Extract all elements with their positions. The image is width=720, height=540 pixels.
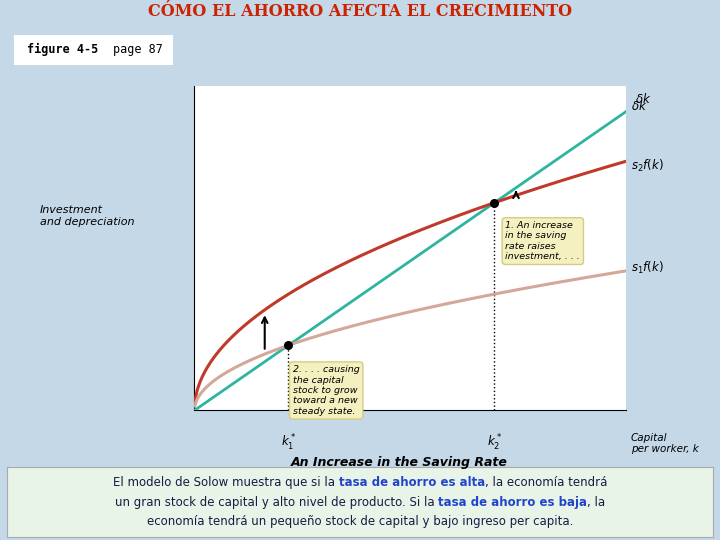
Text: Capital
per worker, k: Capital per worker, k xyxy=(631,433,698,455)
Text: , la economía tendrá: , la economía tendrá xyxy=(485,476,607,489)
Text: tasa de ahorro es alta: tasa de ahorro es alta xyxy=(338,476,485,489)
Text: $\delta k$: $\delta k$ xyxy=(635,92,652,106)
Text: $s_1f(k)$: $s_1f(k)$ xyxy=(631,260,664,276)
Text: $k_2^*$: $k_2^*$ xyxy=(487,433,502,453)
Text: An Increase in the Saving Rate: An Increase in the Saving Rate xyxy=(291,456,508,469)
Text: , la: , la xyxy=(587,496,606,509)
Text: $\delta k$: $\delta k$ xyxy=(631,99,647,113)
Text: page 87: page 87 xyxy=(112,43,163,57)
Text: Investment
and depreciation: Investment and depreciation xyxy=(40,205,134,227)
Text: $k_1^*$: $k_1^*$ xyxy=(281,433,296,453)
Text: tasa de ahorro es baja: tasa de ahorro es baja xyxy=(438,496,587,509)
Text: 1. An increase
in the saving
rate raises
investment, . . .: 1. An increase in the saving rate raises… xyxy=(505,221,580,261)
Text: 2. . . . causing
the capital
stock to grow
toward a new
steady state.: 2. . . . causing the capital stock to gr… xyxy=(293,365,359,416)
Text: CÓMO EL AHORRO AFECTA EL CRECIMIENTO: CÓMO EL AHORRO AFECTA EL CRECIMIENTO xyxy=(148,3,572,19)
Text: $s_2f(k)$: $s_2f(k)$ xyxy=(631,158,664,174)
Text: un gran stock de capital y alto nivel de producto. Si la: un gran stock de capital y alto nivel de… xyxy=(114,496,438,509)
Text: El modelo de Solow muestra que si la: El modelo de Solow muestra que si la xyxy=(113,476,338,489)
Text: figure 4-5: figure 4-5 xyxy=(27,43,99,57)
Text: economía tendrá un pequeño stock de capital y bajo ingreso per capita.: economía tendrá un pequeño stock de capi… xyxy=(147,515,573,528)
